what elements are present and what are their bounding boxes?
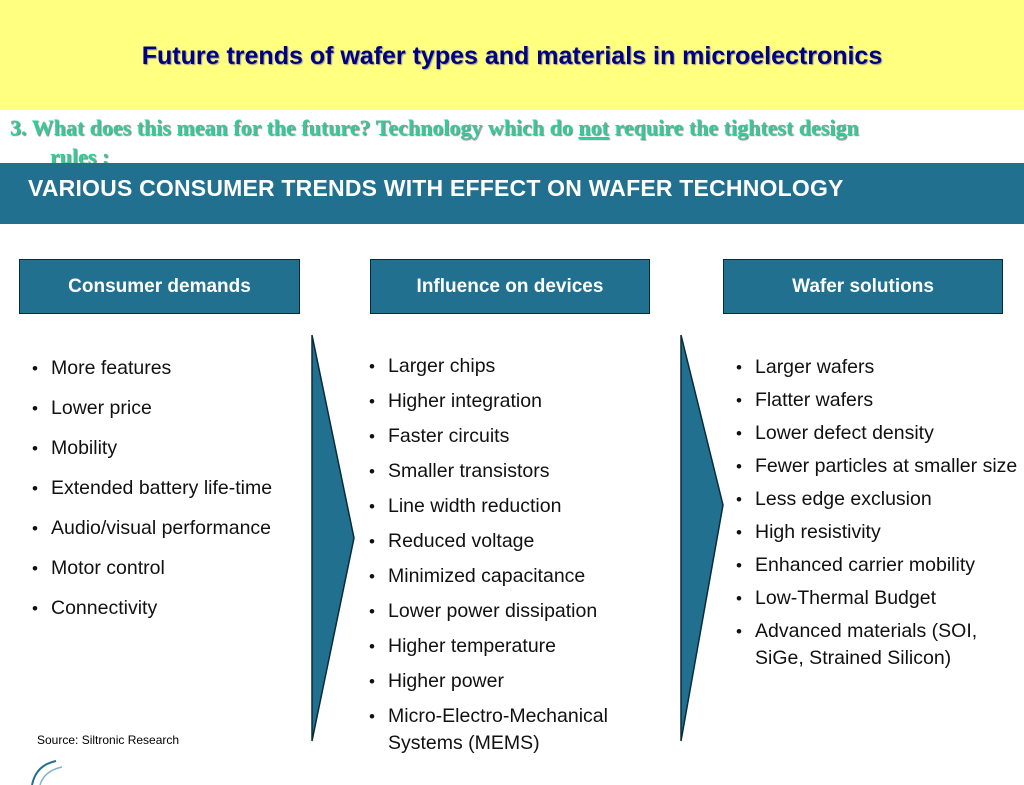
- list-item: Higher integration: [366, 388, 666, 415]
- list-item: Faster circuits: [366, 423, 666, 450]
- subtitle-emphasis: not: [578, 115, 609, 140]
- consumer-demands-list: More features Lower price Mobility Exten…: [29, 355, 284, 622]
- wafer-solutions-list: Larger wafers Flatter wafers Lower defec…: [733, 354, 1018, 672]
- list-item: Enhanced carrier mobility: [733, 552, 1018, 579]
- list-item: Audio/visual performance: [29, 515, 284, 542]
- subtitle-text-pre: 3. What does this mean for the future? T…: [10, 115, 579, 140]
- list-item: More features: [29, 355, 284, 382]
- title-band: [0, 0, 1024, 110]
- list-item: Less edge exclusion: [733, 486, 1018, 513]
- list-item: Larger wafers: [733, 354, 1018, 381]
- list-item: Lower power dissipation: [366, 598, 666, 625]
- list-item: Connectivity: [29, 595, 284, 622]
- list-item: Minimized capacitance: [366, 563, 666, 590]
- list-item: Larger chips: [366, 353, 666, 380]
- list-item: Extended battery life-time: [29, 475, 284, 502]
- subtitle-text-post: require the tightest design: [608, 115, 859, 140]
- list-item: Lower price: [29, 395, 284, 422]
- list-item: Lower defect density: [733, 420, 1018, 447]
- wafer-solutions-header: Wafer solutions: [723, 259, 1003, 314]
- influence-on-devices-list: Larger chips Higher integration Faster c…: [366, 353, 666, 757]
- influence-on-devices-header: Influence on devices: [370, 259, 650, 314]
- right-arrow-icon: [680, 334, 724, 742]
- consumer-demands-header: Consumer demands: [19, 259, 300, 314]
- list-item: Mobility: [29, 435, 284, 462]
- list-item: Reduced voltage: [366, 528, 666, 555]
- source-note: Source: Siltronic Research: [37, 733, 180, 747]
- list-item: Low-Thermal Budget: [733, 585, 1018, 612]
- banner-text: VARIOUS CONSUMER TRENDS WITH EFFECT ON W…: [28, 175, 844, 201]
- list-item: Smaller transistors: [366, 458, 666, 485]
- slide-title: Future trends of wafer types and materia…: [141, 42, 883, 70]
- list-item: High resistivity: [733, 519, 1018, 546]
- right-arrow-icon: [311, 334, 355, 742]
- list-item: Line width reduction: [366, 493, 666, 520]
- trends-banner: VARIOUS CONSUMER TRENDS WITH EFFECT ON W…: [0, 163, 1024, 224]
- list-item: Flatter wafers: [733, 387, 1018, 414]
- list-item: Micro-Electro-Mechanical Systems (MEMS): [366, 703, 666, 757]
- list-item: Motor control: [29, 555, 284, 582]
- list-item: Advanced materials (SOI, SiGe, Strained …: [733, 618, 1018, 672]
- list-item: Fewer particles at smaller size: [733, 453, 1018, 480]
- list-item: Higher power: [366, 668, 666, 695]
- list-item: Higher temperature: [366, 633, 666, 660]
- company-logo-icon: [31, 760, 63, 785]
